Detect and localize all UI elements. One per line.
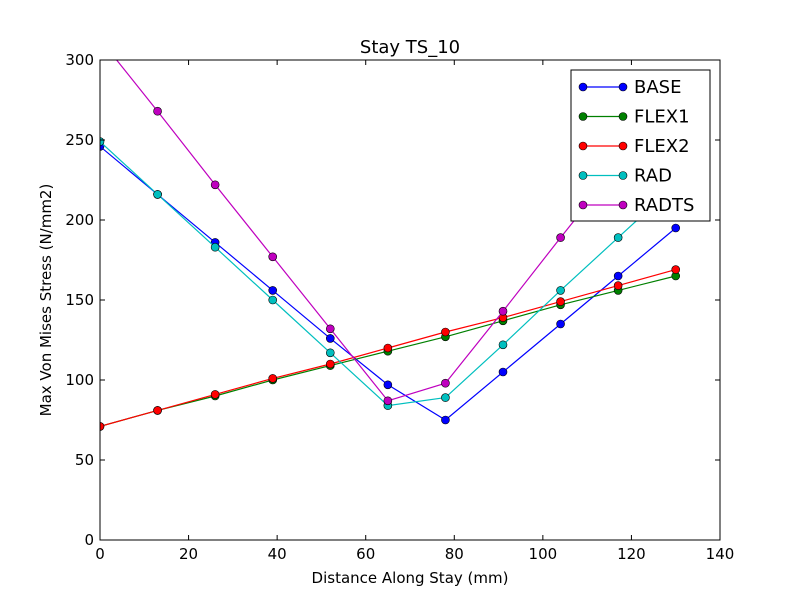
data-point: [325, 359, 335, 369]
data-point: [498, 340, 508, 350]
data-point: [96, 35, 104, 43]
x-tick-label: 40: [268, 545, 287, 563]
x-tick-label: 140: [706, 545, 735, 563]
x-tick-label: 20: [179, 545, 198, 563]
data-point: [100, 422, 105, 431]
data-point: [613, 271, 623, 281]
data-point: [325, 324, 335, 334]
series-flex2: [100, 265, 681, 431]
legend-marker: [578, 112, 588, 121]
data-point: [268, 252, 278, 262]
legend-marker: [578, 200, 588, 210]
data-point: [210, 242, 220, 252]
x-tick-label: 0: [95, 545, 105, 563]
legend: BASE FLEX1 FLEX2 RAD RADTS: [570, 69, 711, 222]
data-point: [268, 295, 278, 305]
legend-item: RADTS: [578, 195, 694, 216]
data-point: [556, 286, 565, 295]
data-point: [210, 390, 220, 399]
x-tick-label: 60: [356, 545, 375, 563]
y-tick-label: 50: [75, 451, 94, 469]
y-tick-label: 250: [65, 131, 94, 149]
legend-item: BASE: [578, 77, 681, 98]
legend-label: FLEX2: [634, 136, 690, 157]
chart-title: Stay TS_10: [360, 37, 460, 58]
data-point: [498, 367, 508, 377]
data-point: [383, 396, 393, 406]
data-point: [268, 286, 278, 295]
legend-item: FLEX2: [578, 136, 690, 157]
legend-marker: [578, 171, 588, 180]
data-point: [671, 265, 681, 274]
y-axis-title: Max Von Mises Stress (N/mm2): [37, 184, 55, 417]
data-point: [268, 374, 278, 383]
legend-marker: [618, 82, 628, 92]
legend-marker: [618, 171, 628, 180]
data-point: [556, 233, 565, 242]
y-tick-label: 300: [65, 51, 94, 69]
data-point: [556, 319, 565, 329]
ticks-layer: 0 20 40 60 80 100 120 140 0 50 100 150 200 250 300: [65, 51, 734, 563]
data-point: [441, 327, 450, 337]
data-point: [441, 393, 450, 402]
data-point: [556, 297, 565, 306]
data-point: [210, 180, 220, 190]
data-point: [325, 334, 335, 343]
data-point: [383, 380, 393, 390]
data-point: [441, 415, 450, 425]
data-point: [671, 223, 681, 233]
data-point: [613, 233, 623, 242]
x-tick-label: 80: [445, 545, 464, 563]
y-tick-label: 150: [65, 291, 94, 309]
y-tick-label: 200: [65, 211, 94, 229]
x-tick-label: 120: [617, 545, 646, 563]
data-point: [498, 306, 508, 316]
legend-marker: [578, 82, 588, 92]
legend-label: BASE: [634, 77, 681, 98]
y-tick-label: 100: [65, 371, 94, 389]
data-point: [153, 190, 162, 199]
data-point: [383, 343, 393, 353]
data-point: [325, 348, 335, 358]
legend-marker: [618, 112, 628, 121]
x-axis-title: Distance Along Stay (mm): [312, 569, 509, 587]
legend-marker: [618, 200, 628, 210]
data-point: [613, 281, 623, 290]
x-tick-label: 100: [529, 545, 558, 563]
series-base: [100, 142, 681, 425]
legend-item: RAD: [578, 166, 672, 187]
legend-label: RAD: [634, 166, 672, 187]
legend-label: RADTS: [634, 195, 694, 216]
data-point: [153, 406, 162, 415]
legend-marker: [578, 141, 588, 151]
legend-label: FLEX1: [634, 107, 690, 128]
data-point: [441, 378, 450, 388]
legend-marker: [618, 141, 628, 151]
y-tick-label: 0: [84, 531, 94, 549]
data-point: [153, 106, 162, 116]
legend-item: FLEX1: [578, 107, 690, 128]
